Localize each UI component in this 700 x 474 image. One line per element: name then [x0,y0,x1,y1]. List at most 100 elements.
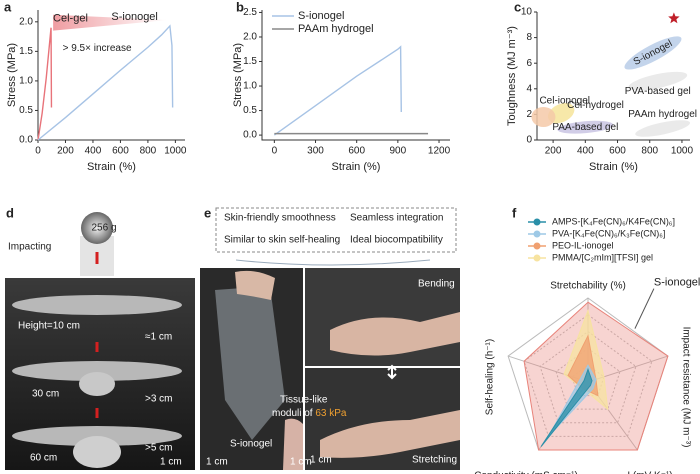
height-label: Height=10 cm [18,321,80,332]
x-tick-label: 1000 [671,146,694,157]
deform-label: ≈1 cm [145,332,172,343]
fixture [12,361,182,381]
legend-swatch [533,254,541,262]
arrow [387,364,397,380]
x-tick-label: 1000 [164,146,187,157]
line [37,24,174,141]
legend-label: PAAm hydrogel [298,23,374,35]
y-tick-label: 8 [526,32,532,43]
panel-label: a [4,0,12,14]
scale-label: 1 cm [310,455,332,466]
x-tick-label: 800 [140,146,157,157]
height-label: 30 cm [32,389,59,400]
state-label: Bending [418,279,455,290]
axis [261,10,450,141]
note: Tissue-like [280,395,328,406]
panel-label: c [514,0,521,14]
region-label: PAAm hydrogel [628,109,697,120]
legend-label: PVA-[K₄Fe(CN)₆/K₃Fe(CN)₆] [552,228,665,238]
panel-label: b [236,0,244,14]
feature: Skin-friendly smoothness [224,213,336,224]
radar-ring [539,330,637,424]
panel-label: e [204,205,211,220]
x-tick-label: 200 [57,146,74,157]
annotation: > 9.5× increase [63,43,132,54]
region-label: Cel-hydrogel [567,100,624,111]
x-tick-label: 0 [272,146,278,157]
finger [283,418,303,470]
y-tick-label: 4 [526,83,532,94]
ball [81,212,113,244]
region-label: PAA-based gel [552,122,618,133]
region [624,36,682,70]
state-label: Stretching [412,455,457,466]
y-tick-label: 2.5 [243,7,257,18]
radar-axis-label: Conductivity (mS cm⁻¹) [474,471,578,474]
feature: Seamless integration [350,213,443,224]
brace [235,259,431,266]
line [37,27,53,141]
legend-swatch [533,230,541,238]
y-tick-label: 2.0 [243,32,257,43]
x-tick-label: 600 [609,146,626,157]
feature: Similar to skin self-healing [224,235,340,246]
x-tick-label: 0 [35,146,41,157]
radar-ring [523,314,653,437]
impact-label: Impacting [8,242,51,253]
note: moduli of [272,408,315,419]
note: moduli of 63 kPa [272,408,347,419]
panel-e: e Skin-friendly smoothness Seamless inte… [200,205,460,470]
modulus-value: 63 kPa [315,408,347,419]
scale-label: 1 cm [290,457,312,468]
height-label: 60 cm [30,453,57,464]
panel-label: f [512,205,517,220]
sample-label: S-ionogel [230,439,272,450]
x-tick-label: 300 [307,146,324,157]
feature: Ideal biocompatibility [350,235,443,246]
y-tick-label: 0.0 [243,130,257,141]
star-point [668,12,680,24]
y-tick-label: 1.0 [243,81,257,92]
radar-axis-label: Self-healing (h⁻¹) [485,339,496,415]
radar-axis-label: Stretchability (%) [550,281,626,292]
feature-box [215,207,457,253]
region [635,120,691,137]
region [628,71,688,91]
y-tick-label: 2 [526,109,532,120]
deformation [79,372,115,396]
legend-label: PMMA/[C₂mIm][TFSI] gel [552,252,653,262]
mass-label: 256 g [91,223,116,234]
fixture [12,295,182,315]
y-tick-label: 0.5 [19,105,33,116]
y-tick-label: 10 [521,7,533,18]
legend-label: PEO-IL-ionogel [552,240,614,250]
x-axis-label: Strain (%) [589,161,638,173]
y-tick-label: 0.5 [243,105,257,116]
x-tick-label: 600 [112,146,129,157]
panel-d: d 256 g Impacting Height=10 cm ≈1 cm 30 … [5,205,195,470]
y-tick-label: 1.5 [243,56,257,67]
x-tick-label: 600 [348,146,365,157]
y-tick-label: 6 [526,58,532,69]
radar-axis-label: Impact resistance (MJ m⁻³) [680,327,691,448]
x-tick-label: 400 [577,146,594,157]
line [273,45,402,136]
series-label: S-ionogel [654,277,700,289]
scale-label: 1 cm [160,457,182,468]
y-tick-label: 0.0 [19,135,33,146]
x-tick-label: 1200 [428,146,451,157]
radar-area [540,367,593,447]
x-axis-label: Strain (%) [332,161,381,173]
region-label: Cel-ionogel [539,96,590,107]
scale-label: 1 cm [206,457,228,468]
y-axis-label: Stress (MPa) [232,43,244,107]
fingers [235,270,275,300]
legend-swatch [533,218,541,226]
wrist [330,312,460,356]
x-tick-label: 800 [641,146,658,157]
y-axis-label: Toughness (MJ m⁻³) [506,26,518,126]
panel-label: d [6,205,14,220]
x-axis-label: Strain (%) [87,161,136,173]
gel-film [215,286,285,440]
deformation [73,436,121,468]
